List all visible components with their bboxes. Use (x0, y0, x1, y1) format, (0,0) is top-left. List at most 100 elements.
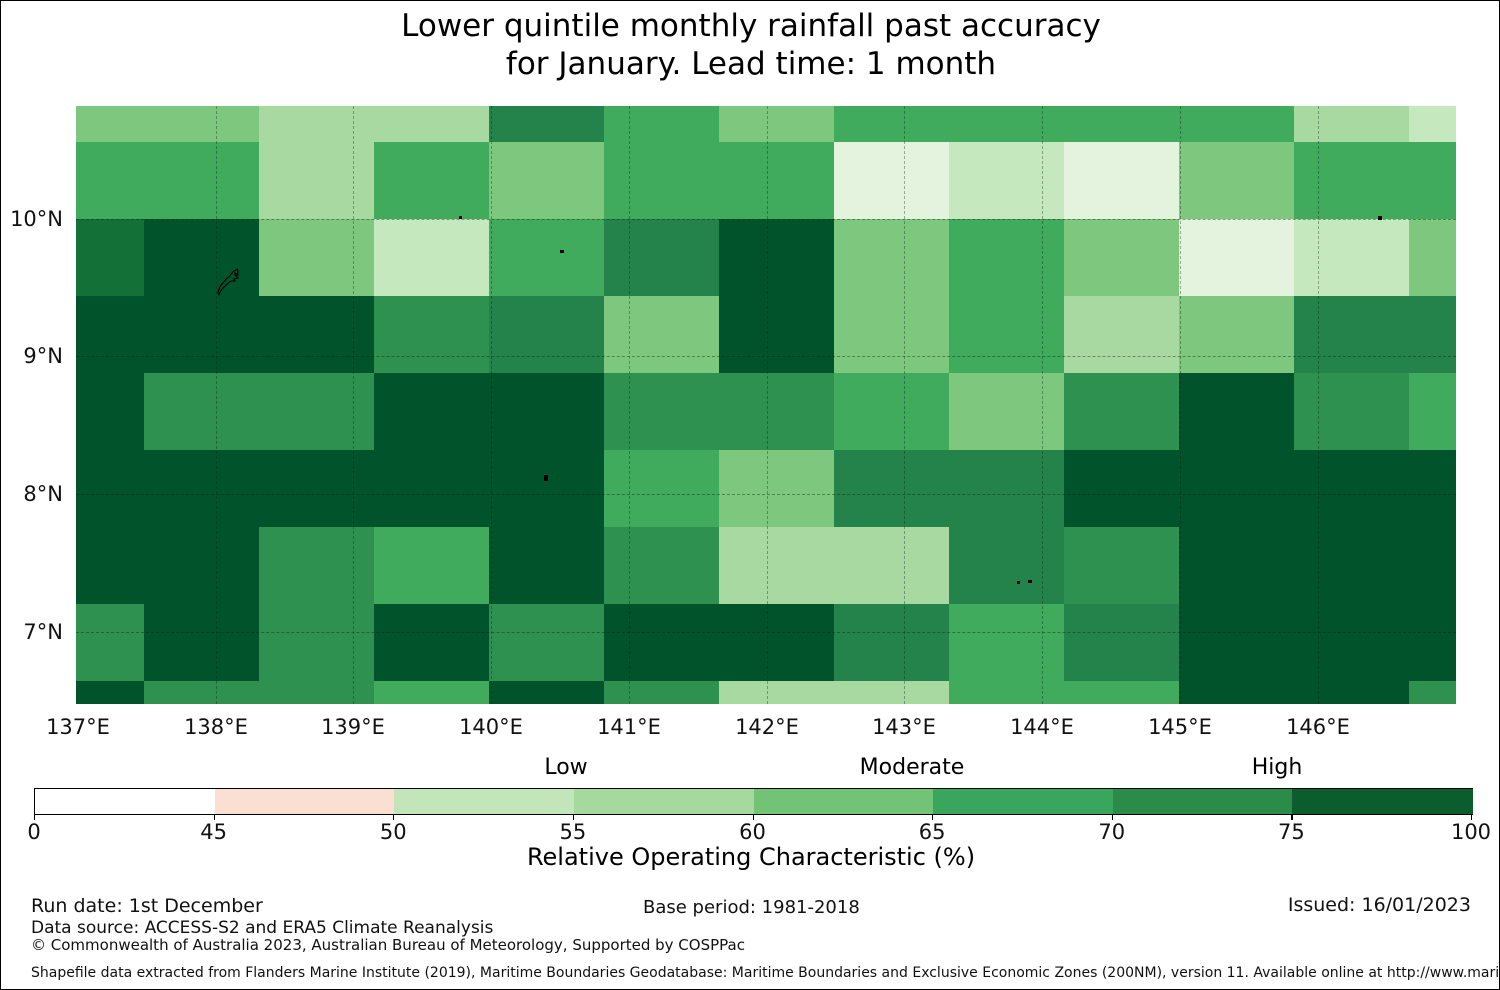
colorbar-tick (1111, 814, 1113, 820)
heatmap-cell (489, 527, 605, 605)
heatmap-cell (1294, 106, 1410, 143)
heatmap-cell (489, 604, 605, 682)
heatmap-cell (1294, 296, 1410, 374)
heatmap-cell (76, 604, 145, 682)
heatmap-cell (604, 106, 720, 143)
heatmap-cell (489, 142, 605, 220)
heatmap-cell (1409, 106, 1456, 143)
heatmap-cell (374, 106, 490, 143)
heatmap-cell (1179, 373, 1295, 451)
heatmap-cell (374, 373, 490, 451)
colorbar-tick (932, 814, 934, 820)
issued-date-label: Issued: 16/01/2023 (1287, 894, 1471, 916)
x-axis-tick-label: 145°E (1148, 715, 1212, 739)
heatmap-cell (1064, 450, 1180, 528)
x-axis-tick-label: 143°E (872, 715, 936, 739)
latitude-gridline (76, 494, 1456, 495)
heatmap-cell (1179, 681, 1295, 704)
island-dot (1028, 580, 1032, 583)
heatmap-cell (834, 450, 950, 528)
y-axis-tick-label: 9°N (23, 344, 63, 368)
colorbar-segment (214, 789, 395, 814)
longitude-gridline (629, 106, 630, 704)
heatmap-cell (1294, 373, 1410, 451)
heatmap-cell (1064, 106, 1180, 143)
heatmap-cell (1064, 373, 1180, 451)
run-date-label: Run date: 1st December (31, 895, 263, 917)
heatmap-cell (489, 373, 605, 451)
heatmap-cell (374, 450, 490, 528)
longitude-gridline (1318, 106, 1319, 704)
heatmap-cell (259, 142, 375, 220)
heatmap-cell (1179, 142, 1295, 220)
heatmap-cell (949, 219, 1065, 297)
colorbar-category-label: Moderate (859, 755, 965, 780)
colorbar-tick (572, 814, 575, 820)
y-axis-tick-label: 10°N (10, 207, 63, 231)
heatmap-cell (604, 296, 720, 374)
heatmap-cell (604, 450, 720, 528)
heatmap-cell (719, 450, 835, 528)
colorbar-tick (1291, 814, 1293, 820)
x-axis-tick-label: 138°E (184, 715, 248, 739)
heatmap-cell (719, 106, 835, 143)
heatmap-cell (1179, 527, 1295, 605)
data-source-label: Data source: ACCESS-S2 and ERA5 Climate … (31, 918, 494, 938)
island-dot (1017, 581, 1020, 584)
colorbar-tick (752, 814, 754, 820)
heatmap-cell (949, 142, 1065, 220)
heatmap-cell (1409, 450, 1456, 528)
longitude-gridline (491, 106, 492, 704)
chart-title-line1: Lower quintile monthly rainfall past acc… (401, 8, 1101, 44)
colorbar-segment (35, 789, 216, 814)
copyright-label: © Commonwealth of Australia 2023, Austra… (31, 936, 745, 954)
colorbar-tick-label: 0 (27, 820, 41, 844)
colorbar-tick-label: 50 (379, 820, 407, 844)
colorbar-segment (573, 789, 754, 814)
shapefile-note-label: Shapefile data extracted from Flanders M… (31, 965, 1500, 981)
heatmap-cell (604, 219, 720, 297)
colorbar-tick (213, 814, 215, 820)
colorbar-segment (753, 789, 934, 814)
heatmap-cell (144, 681, 260, 704)
heatmap-cell (76, 373, 145, 451)
heatmap-cell (144, 450, 260, 528)
heatmap-cell (1409, 681, 1456, 704)
heatmap-cell (834, 681, 950, 704)
heatmap-cell (719, 604, 835, 682)
heatmap-cell (1064, 142, 1180, 220)
colorbar-segment (1112, 789, 1293, 814)
colorbar-segment (1292, 789, 1473, 814)
island-dot (544, 475, 548, 481)
x-axis-tick-label: 140°E (459, 715, 523, 739)
heatmap-cell (259, 450, 375, 528)
heatmap-cell (1064, 527, 1180, 605)
heatmap-cell (76, 681, 145, 704)
heatmap-cell (834, 296, 950, 374)
x-axis-tick-label: 142°E (735, 715, 799, 739)
latitude-gridline (76, 632, 1456, 633)
heatmap-cell (374, 604, 490, 682)
heatmap-cell (144, 219, 260, 297)
heatmap-cell (834, 219, 950, 297)
heatmap-cell (719, 296, 835, 374)
longitude-gridline (767, 106, 768, 704)
heatmap-cell (489, 106, 605, 143)
longitude-gridline (904, 106, 905, 704)
heatmap-cell (719, 373, 835, 451)
heatmap-cell (76, 106, 145, 143)
colorbar-category-label: Low (544, 755, 588, 780)
heatmap-cell (719, 527, 835, 605)
heatmap-cell (76, 142, 145, 220)
heatmap-cell (144, 527, 260, 605)
heatmap-cell (1294, 527, 1410, 605)
chart-title-line2: for January. Lead time: 1 month (505, 46, 997, 82)
island-dot (459, 216, 462, 219)
heatmap-cell (1409, 604, 1456, 682)
longitude-gridline (353, 106, 354, 704)
colorbar-segment (933, 789, 1114, 814)
heatmap-cell (604, 681, 720, 704)
heatmap-cell (76, 219, 145, 297)
heatmap-cell (259, 106, 375, 143)
heatmap-cell (259, 527, 375, 605)
